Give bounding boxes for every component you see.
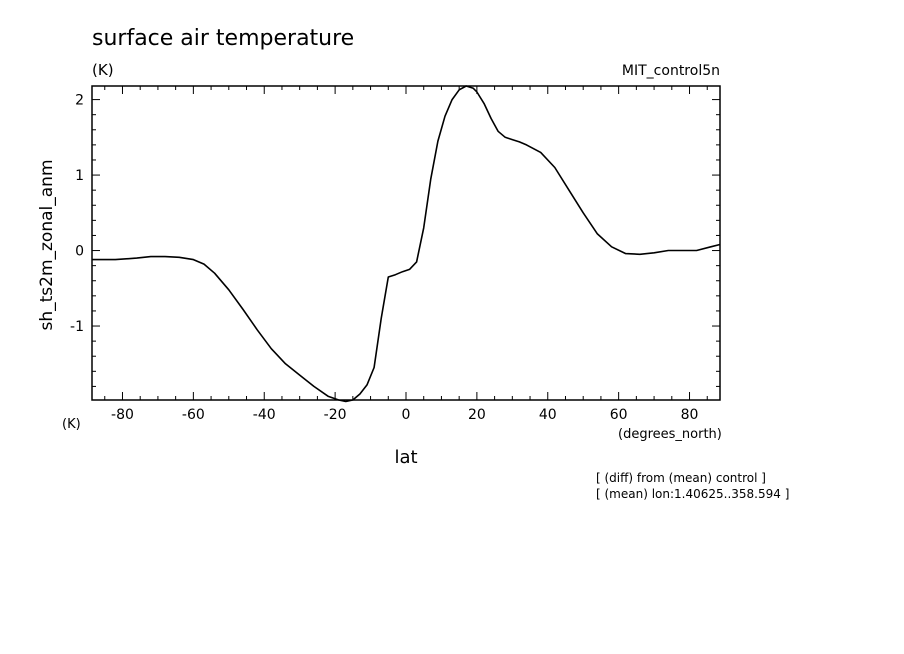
axis-tick-labels: -80 -60 -40 -20 0 20 40 60 80 -1 0 1 2: [70, 93, 698, 423]
plot-frame: [91, 85, 721, 401]
annotation-mean-lon: [ (mean) lon:1.40625..358.594 ]: [596, 487, 789, 501]
y-axis-title-group: sh_ts2m_zonal_anm: [37, 159, 57, 330]
axis-ticks: [92, 86, 720, 400]
x-tick-label: 20: [468, 407, 486, 423]
x-tick-label: -40: [253, 407, 276, 423]
x-tick-label: -20: [324, 407, 347, 423]
series-line-0: [92, 85, 721, 403]
y-tick-label: 1: [75, 168, 84, 184]
y-tick-label: 0: [75, 244, 84, 260]
chart-units-label: (K): [92, 61, 114, 79]
x-axis-title: lat: [394, 447, 417, 468]
x-axis-units-label: (degrees_north): [618, 427, 722, 442]
chart-run-label: MIT_control5n: [622, 63, 720, 79]
y-axis-title: sh_ts2m_zonal_anm: [37, 159, 57, 330]
x-tick-label: 40: [539, 407, 557, 423]
chart-title: surface air temperature: [92, 26, 354, 51]
y-tick-label: 2: [75, 93, 84, 109]
x-tick-label: 60: [610, 407, 628, 423]
x-tick-label: 0: [402, 407, 411, 423]
x-tick-label: -80: [111, 407, 134, 423]
y-axis-units-label: (K): [62, 417, 81, 432]
y-tick-label: -1: [70, 319, 84, 335]
series-layer: [92, 85, 721, 403]
annotation-diff: [ (diff) from (mean) control ]: [596, 471, 766, 485]
x-tick-label: 80: [681, 407, 699, 423]
x-tick-label: -60: [182, 407, 205, 423]
